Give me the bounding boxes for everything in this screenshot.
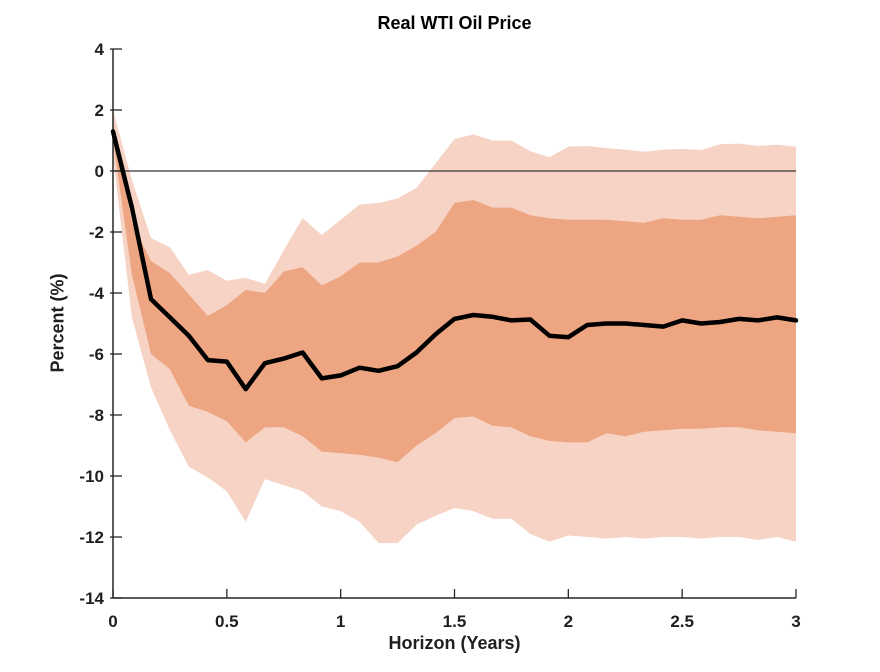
x-tick-label: 2 [564,612,573,631]
y-tick-label: -6 [89,345,104,364]
y-tick-label: -4 [89,284,105,303]
irf-line [110,129,799,392]
y-tick-label: -10 [79,467,104,486]
x-tick-label: 1 [336,612,345,631]
y-tick-label: -8 [89,406,104,425]
x-tick-label: 2.5 [670,612,694,631]
y-tick-label: -12 [79,528,104,547]
chart-title: Real WTI Oil Price [377,13,532,33]
y-tick-label: 4 [95,40,105,59]
x-tick-label: 3 [791,612,800,631]
inner-confidence-band [113,122,796,463]
y-tick-label: -14 [79,589,104,608]
x-tick-label: 1.5 [443,612,467,631]
y-tick-label: 0 [95,162,104,181]
x-tick-label: 0 [108,612,117,631]
y-axis-label: Percent (%) [47,273,68,373]
x-axis-label: Horizon (Years) [388,633,521,653]
y-tick-label: -2 [89,223,104,242]
y-tick-label: 2 [95,101,104,120]
x-tick-label: 0.5 [215,612,239,631]
